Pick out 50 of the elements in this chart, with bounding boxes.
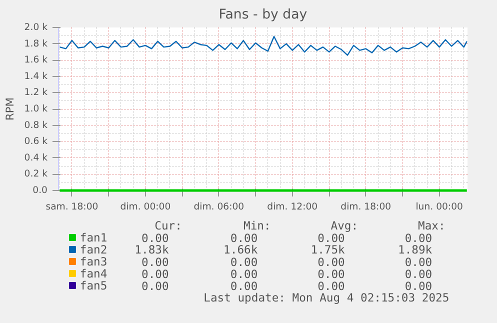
text: Last update: Mon Aug 4 02:15:03 2025 <box>204 290 450 304</box>
text: 0.00 <box>230 267 258 281</box>
text: 1.83k <box>134 242 169 256</box>
y-tick-label: 0.8 k <box>24 120 48 131</box>
x-tick-label: dim. 18:00 <box>340 202 392 212</box>
text: 0.00 <box>404 231 432 245</box>
y-tick-label: 1.4 k <box>24 70 48 82</box>
legend-label: fan5 <box>80 278 108 292</box>
text: Max: <box>418 218 446 232</box>
text: 0.00 <box>141 231 169 245</box>
y-tick-label: 0.4 k <box>24 152 48 164</box>
text: 0.00 <box>141 279 169 293</box>
x-tick-label: dim. 00:00 <box>120 202 171 212</box>
y-tick-label: 0.6 k <box>24 136 48 148</box>
x-tick-label: dim. 12:00 <box>267 202 318 212</box>
text: 1.89k <box>398 242 432 256</box>
chart-title: Fans - by day <box>218 8 308 22</box>
text: Min: <box>244 218 271 232</box>
y-tick-label: 1.0 k <box>24 104 48 114</box>
text: 0.00 <box>141 267 169 281</box>
x-tick-label: lun. 00:00 <box>416 202 464 212</box>
text: 0.00 <box>318 279 346 293</box>
text: 0.00 <box>404 255 432 269</box>
text: 0.00 <box>318 231 346 245</box>
legend-label: fan1 <box>80 230 108 244</box>
y-tick-label: 1.2 k <box>24 87 48 98</box>
legend-label: fan2 <box>80 242 108 256</box>
legend-label: fan4 <box>80 266 108 280</box>
text: Avg: <box>330 218 358 232</box>
text: 0.00 <box>318 255 346 269</box>
text: 1.75k <box>310 242 346 256</box>
text: 0.00 <box>230 255 258 269</box>
text: Cur: <box>154 218 182 232</box>
text: 0.00 <box>230 231 258 245</box>
text: 0.00 <box>404 267 432 281</box>
legend-label: fan3 <box>80 254 108 268</box>
line-series <box>59 36 468 56</box>
y-tick-label: 1.8 k <box>24 38 48 50</box>
y-tick-label: 0.2 k <box>24 168 48 180</box>
y-tick-label: 0.0 <box>32 185 48 196</box>
text: 0.00 <box>318 267 346 281</box>
y-tick-label: 1.6 k <box>24 54 48 66</box>
y-tick-label: 2.0 k <box>24 22 48 33</box>
y-axis-title: RPM <box>3 97 16 121</box>
text: 1.66k <box>224 242 258 256</box>
x-tick-label: sam. 18:00 <box>46 202 98 212</box>
text: 0.00 <box>230 279 258 293</box>
text: 0.00 <box>404 279 432 293</box>
text: 0.00 <box>141 255 169 269</box>
x-tick-label: dim. 06:00 <box>194 202 244 212</box>
